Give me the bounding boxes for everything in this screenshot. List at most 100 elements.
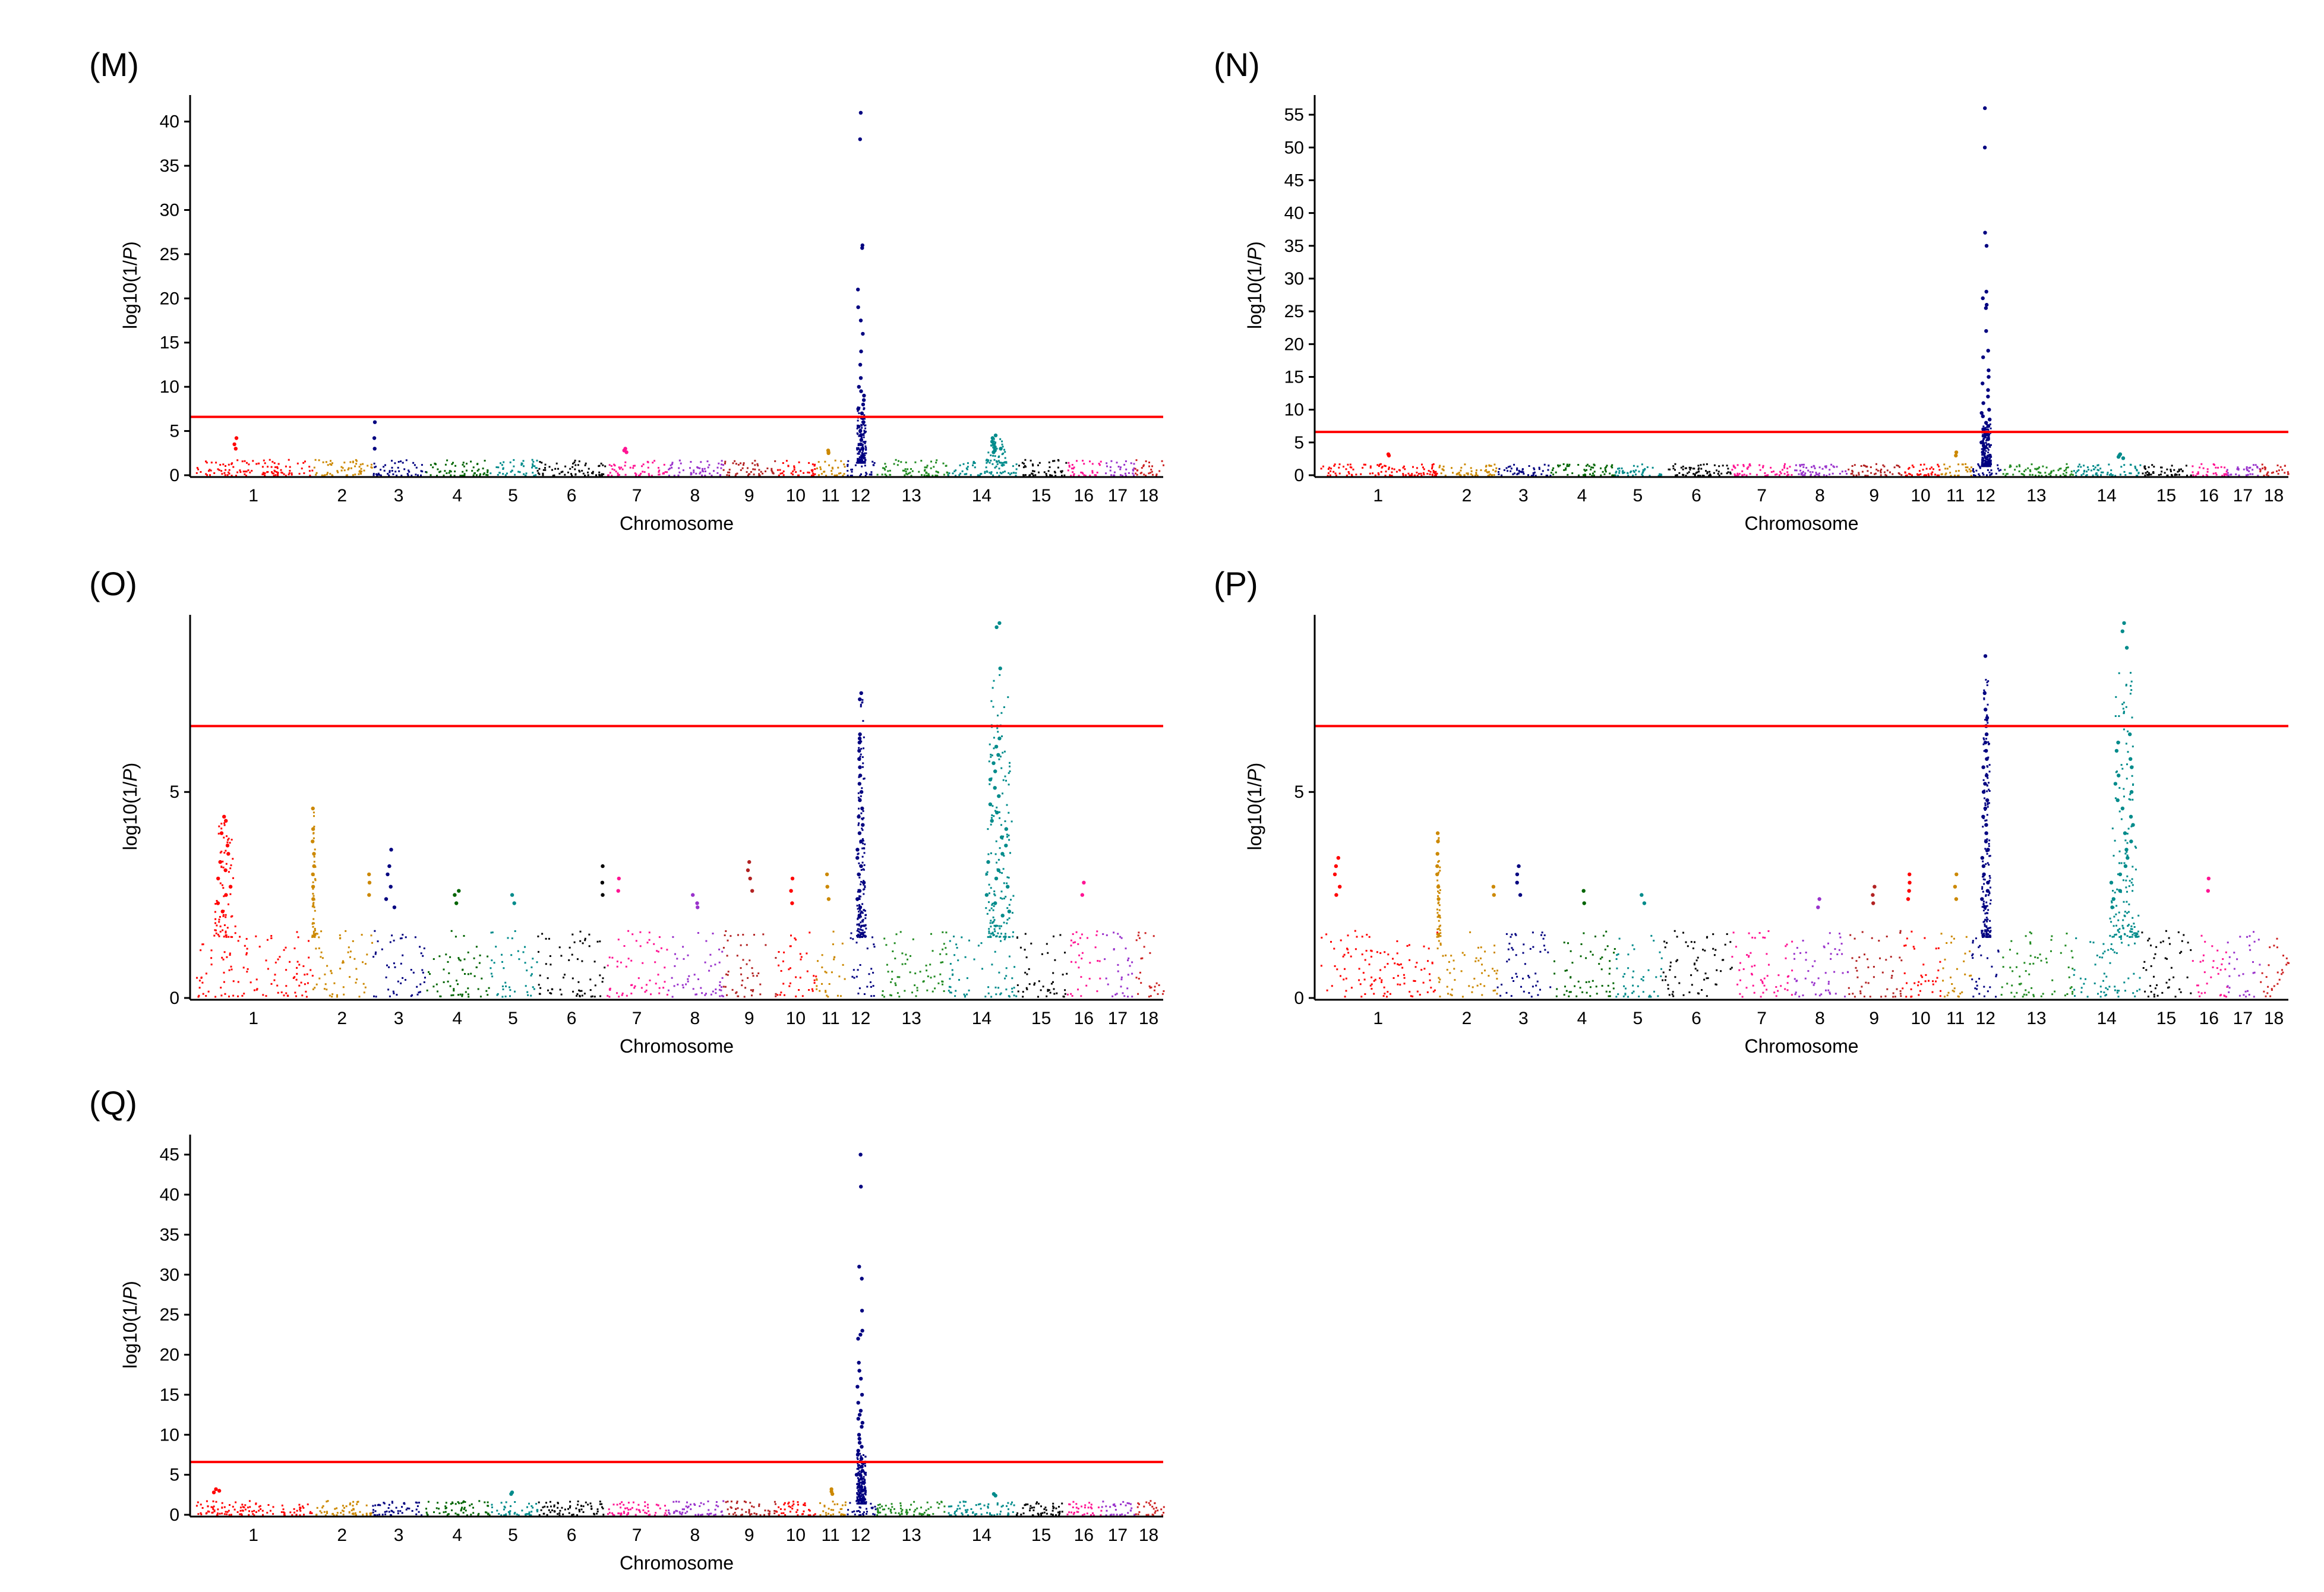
peak-point-chr8 xyxy=(696,905,700,909)
peak-point-chr12 xyxy=(859,389,863,393)
y-axis-title: log10(1/P) xyxy=(1244,763,1265,851)
chr-4-points xyxy=(426,930,490,998)
x-tick-label: 3 xyxy=(1518,1009,1529,1028)
x-tick-label: 9 xyxy=(1869,1009,1879,1028)
chr-3-points xyxy=(1496,931,1552,998)
peak-cloud-chr14 xyxy=(985,438,1008,464)
chr-13-points xyxy=(2002,463,2074,477)
chr-18-points xyxy=(1135,931,1165,998)
peak-point-chr3 xyxy=(389,885,393,889)
chr-16-points xyxy=(1067,460,1102,477)
peak-point-chr3 xyxy=(1518,893,1523,897)
chr-2-points xyxy=(1438,463,1498,477)
peak-point-chr12 xyxy=(857,1265,861,1269)
y-axis-title: log10(1/P) xyxy=(119,1281,141,1369)
peak-point-chr12 xyxy=(857,1436,861,1441)
x-axis-title: Chromosome xyxy=(620,1552,734,1574)
peak-point-chr5 xyxy=(1640,893,1644,897)
y-axis-title: log10(1/P) xyxy=(119,763,141,851)
x-tick-label: 7 xyxy=(1757,1009,1767,1028)
chr-5-points xyxy=(490,459,538,477)
chr-15-points xyxy=(1016,1501,1063,1517)
y-tick-label: 30 xyxy=(160,1265,179,1285)
y-tick-label: 50 xyxy=(1284,138,1304,157)
peak-point-chr11 xyxy=(826,897,831,901)
peak-point-chr16 xyxy=(2206,876,2211,881)
chr-5-points xyxy=(1614,463,1663,477)
x-tick-label: 10 xyxy=(786,1009,806,1028)
peak-point-chr12 xyxy=(856,1401,860,1405)
chr-9-points xyxy=(725,1501,777,1517)
peak-point-chr12 xyxy=(858,376,863,380)
x-tick-label: 12 xyxy=(1976,486,1995,506)
y-tick-label: 10 xyxy=(160,377,179,397)
chr-8-points xyxy=(668,1500,725,1517)
peak-point-chr1 xyxy=(234,436,239,440)
x-tick-label: 5 xyxy=(508,1009,518,1028)
chr-10-points xyxy=(1904,463,1941,477)
x-tick-label: 14 xyxy=(972,1525,992,1545)
peak-point-chr14 xyxy=(992,450,996,454)
x-tick-label: 10 xyxy=(1911,486,1930,506)
peak-point-chr1 xyxy=(228,885,233,889)
x-tick-label: 6 xyxy=(1691,1009,1701,1028)
x-tick-label: 5 xyxy=(508,1525,518,1545)
chr-1-points xyxy=(1320,463,1438,477)
y-tick-label: 5 xyxy=(1294,433,1304,453)
chr-16-points xyxy=(2192,463,2228,477)
y-tick-label: 5 xyxy=(1294,782,1304,802)
peak-point-chr12 xyxy=(857,385,861,389)
y-tick-label: 15 xyxy=(1284,367,1304,387)
peak-point-chr6 xyxy=(601,864,605,868)
x-tick-label: 12 xyxy=(851,1525,870,1545)
peak-point-chr8 xyxy=(695,901,699,905)
peak-point-chr5 xyxy=(512,901,516,905)
peak-point-chr12 xyxy=(857,1433,861,1437)
x-tick-label: 3 xyxy=(394,1009,404,1028)
chr-8-points xyxy=(1794,463,1848,477)
x-tick-label: 18 xyxy=(1139,1525,1158,1545)
y-tick-label: 30 xyxy=(1284,269,1304,289)
x-tick-label: 13 xyxy=(902,486,921,506)
peak-point-chr12 xyxy=(1983,106,1987,110)
chr-7-points xyxy=(607,1501,668,1517)
x-tick-label: 18 xyxy=(1139,486,1158,506)
peak-point-chr11 xyxy=(1954,872,1959,877)
peak-point-chr11 xyxy=(1954,897,1959,901)
x-tick-label: 9 xyxy=(1869,486,1879,506)
peak-point-chr3 xyxy=(386,872,390,877)
peak-point-chr14 xyxy=(1004,827,1009,831)
peak-point-chr14 xyxy=(994,625,999,630)
x-tick-label: 8 xyxy=(1815,486,1825,506)
chr-17-points xyxy=(2226,464,2261,477)
peak-point-chr12 xyxy=(860,246,864,250)
peak-point-chr12 xyxy=(858,1408,863,1413)
peak-point-chr10 xyxy=(1908,880,1912,885)
y-tick-label: 0 xyxy=(1294,988,1304,1008)
points xyxy=(195,110,1164,477)
chr-9-points xyxy=(722,460,776,477)
x-tick-label: 7 xyxy=(632,1525,642,1545)
peak-point-chr12 xyxy=(858,110,863,115)
peak-point-chr12 xyxy=(1986,394,1990,399)
peak-cloud-chr12 xyxy=(855,406,867,464)
chr-17-points xyxy=(1101,1501,1136,1517)
peak-point-chr14 xyxy=(993,1493,997,1498)
peak-point-chr11 xyxy=(1953,885,1957,889)
x-tick-label: 7 xyxy=(1757,486,1767,506)
chr-3-points xyxy=(372,930,426,998)
x-tick-label: 18 xyxy=(2264,486,2284,506)
y-tick-label: 10 xyxy=(1284,400,1304,420)
peak-point-chr12 xyxy=(860,411,864,415)
chr-9-points xyxy=(722,930,777,998)
peak-point-chr14 xyxy=(2126,856,2130,860)
peak-point-chr10 xyxy=(790,901,794,905)
x-tick-label: 11 xyxy=(1946,1009,1965,1028)
peak-point-chr3 xyxy=(384,897,389,901)
y-tick-label: 35 xyxy=(1284,236,1304,256)
peak-point-chr8 xyxy=(1817,897,1821,901)
y-tick-label: 15 xyxy=(160,1385,179,1405)
